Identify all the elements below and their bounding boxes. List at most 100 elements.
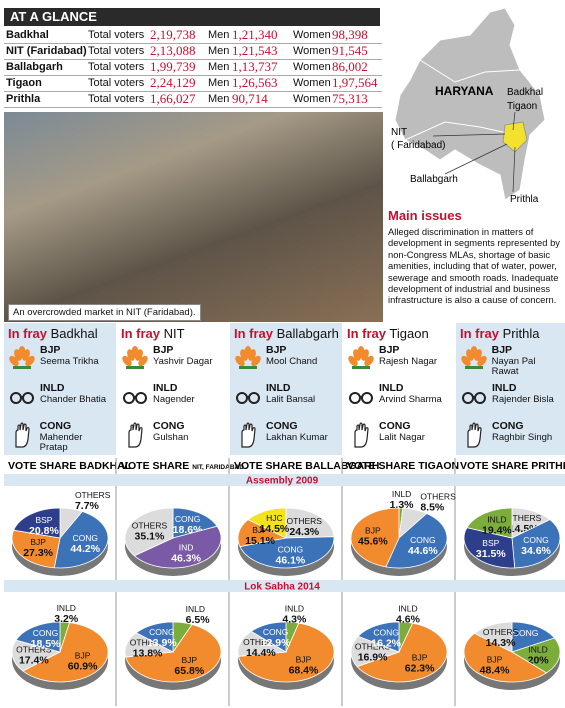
party-symbol [467,422,482,448]
candidate-name: Rajesh Nagar [379,355,438,367]
cell-value: 1,21,340 [232,27,278,42]
candidate-name: Seema Trikha [40,355,99,367]
slice-name: BSP [35,515,52,525]
candidate: CONG Gulshan [121,421,225,455]
fray-label: In fray [121,326,161,341]
slice-name: OTHERS [355,642,391,652]
party-symbol [128,422,143,448]
lotus-petal [251,355,261,367]
party: INLD [40,382,65,394]
pie-slice [511,519,561,569]
candidate-name: Mahender Pratap [39,431,83,453]
table-row: Ballabgarh Total voters 1,99,739 Men 1,13,73… [4,59,382,76]
cell-label: Total voters [88,29,145,41]
constituency: Tigaon [6,77,42,89]
party-symbol [123,392,147,404]
slice-name: CONG [278,544,304,554]
glass [10,392,22,404]
slice-value: 3.2% [54,613,79,625]
pie-slice [133,525,222,569]
pie-slice [511,621,556,653]
cell-label: Men [208,77,230,89]
lotus-petal [361,349,369,361]
candidate-name: Gulshan [153,431,189,443]
slice-name: CONG [33,628,59,638]
lotus-petal [22,349,30,361]
header-title: AT A GLANCE [4,8,380,26]
vote-share-place: PRITHLA [531,460,565,472]
slice-value: 20.8% [29,525,59,537]
fray-place: NIT [163,326,185,341]
slice-value: 16.9% [358,652,388,664]
candidate: BJP Rajesh Nagar [347,345,451,379]
slice-name: CONG [175,514,201,524]
section-band [4,580,565,592]
slice-value: 17.4% [19,654,49,666]
vote-share-place: BADKHAL [79,460,131,472]
vote-share-heading: VOTE SHARE BADKHAL [8,460,132,472]
section-title: Assembly 2009 [246,476,319,487]
glass [349,392,361,404]
party: CONG [39,420,72,432]
pie-slice [125,624,222,683]
candidate-text: CONG Lalit Nagar [379,421,425,443]
constituency: Prithla [6,93,41,105]
glass [22,392,34,404]
party: BJP [153,344,174,356]
slice-value: 68.4% [289,664,319,676]
slice-name: CONG [149,627,175,637]
party: INLD [492,382,517,394]
slice-name: BJP [30,537,46,547]
slice-value: 14.5% [259,523,289,535]
slice-name: BJP [75,651,91,661]
cell-value: 1,97,564 [332,75,378,90]
cell-value: 2,24,129 [150,75,196,90]
slice-name: BJP [365,526,381,536]
party-symbol [349,392,373,404]
pie-slice [53,510,109,569]
candidate: INLD Lalit Bansal [234,383,338,417]
map-label: Ballabgarh [410,174,458,185]
fray-header: In fray Badkhal [8,326,112,341]
slice-name: OTHERS [420,491,456,501]
pie-slice [22,622,109,683]
party-symbol [122,346,148,369]
constituency: Ballabgarh [6,61,63,73]
lotus-base [13,366,31,369]
candidate: BJP Seema Trikha [8,345,112,379]
slice-name: BSP [482,538,499,548]
slice-value: 18.5% [31,638,61,650]
slice-name: OTHERS [132,521,168,531]
candidate-text: INLD Arvind Sharma [379,383,442,405]
slice-value: 4.3% [282,613,307,625]
cell-value: 1,26,563 [232,75,278,90]
pie-slice [239,536,335,569]
cell-value: 1,66,027 [150,91,196,106]
pie-slice [463,632,548,683]
candidate-name: Chander Bhatia [40,393,107,405]
cell-value: 91,545 [332,43,368,58]
vote-share-label: VOTE SHARE [347,460,415,472]
cell-label: Total voters [88,61,145,73]
table-row: NIT (Faridabad) Total voters 2,13,088 Men 1,… [4,43,382,60]
fray-place: Ballabgarh [276,326,339,341]
fray-header: In fray NIT [121,326,225,341]
pie-slice [385,513,448,569]
candidate: BJP Nayan Pal Rawat [460,345,564,379]
cell-label: Women [293,29,331,41]
main-issues: Main issues Alleged discrimination in ma… [388,208,562,306]
candidate: CONG Raghbir Singh [460,421,564,455]
pie-slice [15,621,61,653]
slice-name: OTHERS [287,516,323,526]
candidate-name: Yashvir Dagar [153,355,213,367]
map-label: ( Faridabad) [391,140,445,151]
fray-label: In fray [234,326,274,341]
candidate-text: INLD Nagender [153,383,195,405]
cell-label: Total voters [88,45,145,57]
lotus-base [352,366,370,369]
slice-name: OTHERS [243,637,279,647]
slice-name: BJP [487,654,503,664]
fray-column: In fray Tigaon BJP Rajesh Nagar INLD Arvind … [343,323,455,455]
candidate-text: BJP Mool Chand [266,345,317,367]
slice-value: 6.5% [186,614,211,626]
